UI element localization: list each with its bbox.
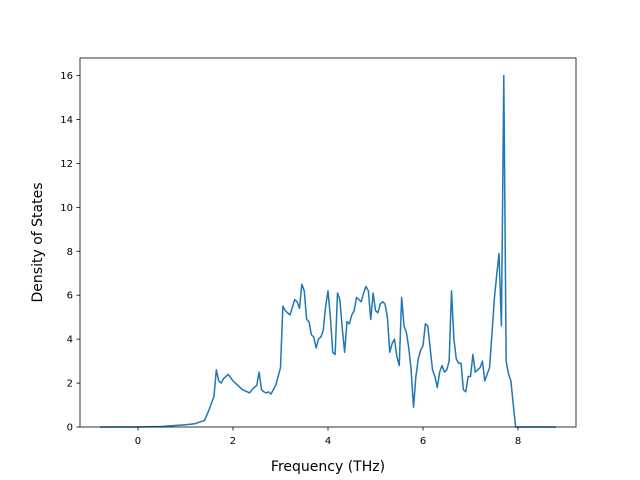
y-tick-label: 12 [60,159,73,170]
x-tick-label: 4 [325,436,331,447]
x-tick-label: 6 [420,436,426,447]
plot-area [99,74,557,428]
y-tick-label: 4 [67,335,73,346]
y-tick-label: 6 [67,291,73,302]
y-axis-ticks: 0 2 4 6 8 10 12 14 16 [60,71,80,434]
x-axis-label: Frequency (THz) [271,459,385,475]
y-tick-label: 0 [67,423,73,434]
y-tick-label: 14 [60,115,73,126]
y-tick-label: 16 [60,71,73,82]
x-tick-label: 2 [230,436,236,447]
y-tick-label: 10 [60,203,73,214]
x-tick-label: 8 [515,436,521,447]
y-tick-label: 8 [67,247,73,258]
x-tick-label: 0 [135,436,141,447]
x-axis-ticks: 0 2 4 6 8 [135,427,521,447]
y-tick-label: 2 [67,379,73,390]
dos-series-line [99,74,557,428]
y-axis-label: Density of States [30,183,46,303]
